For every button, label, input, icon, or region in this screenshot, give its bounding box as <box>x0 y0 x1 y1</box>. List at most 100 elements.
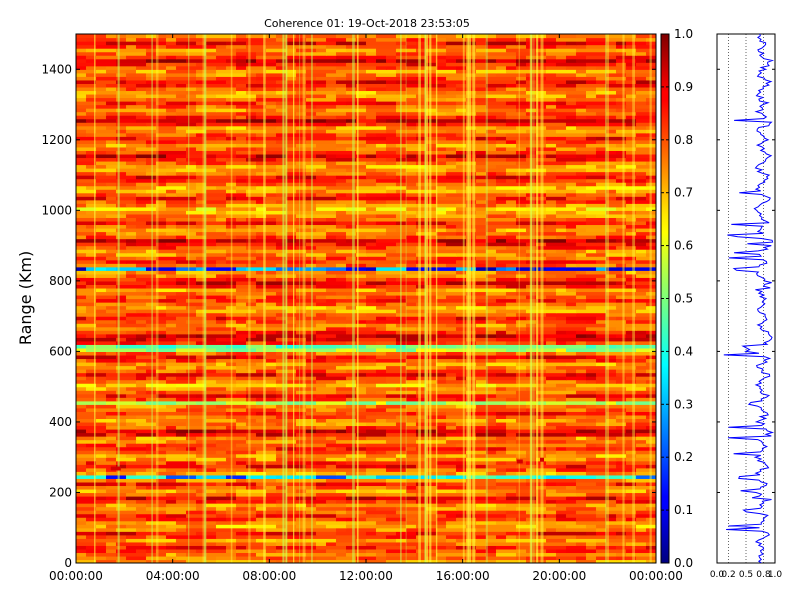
heatmap-cell <box>336 467 367 472</box>
heatmap-cell <box>186 150 207 155</box>
heatmap-cell <box>466 358 497 363</box>
heatmap-cell <box>446 51 467 56</box>
heatmap-cell <box>546 153 557 159</box>
heatmap-cell <box>246 108 277 113</box>
heatmap-cell <box>266 358 277 363</box>
heatmap-cell <box>166 242 187 247</box>
heatmap-cell <box>576 58 607 63</box>
heatmap-cell <box>246 242 277 247</box>
heatmap-cell <box>516 432 537 437</box>
heatmap-cell <box>126 34 147 39</box>
heatmap-cell <box>566 125 577 130</box>
heatmap-cell <box>106 287 137 293</box>
heatmap-cell <box>586 115 617 120</box>
heatmap-cell <box>586 379 597 384</box>
heatmap-cell <box>466 192 497 197</box>
heatmap-cell <box>76 101 107 106</box>
heatmap-cell <box>106 513 137 518</box>
heatmap-cell <box>586 439 607 444</box>
heatmap-cell <box>486 545 497 550</box>
heatmap-cell <box>296 34 307 39</box>
heatmap-cell <box>176 252 187 257</box>
heatmap-cell <box>636 210 656 215</box>
heatmap-cell <box>326 189 357 194</box>
heatmap-cell <box>436 298 457 303</box>
heatmap-cell <box>286 284 317 289</box>
heatmap-cell <box>286 495 297 501</box>
heatmap-cell <box>146 104 157 109</box>
heatmap-cell <box>86 347 117 352</box>
heatmap-cell <box>346 238 377 243</box>
heatmap-cell <box>146 376 157 381</box>
heatmap-cell <box>316 302 337 307</box>
heatmap-cell <box>96 231 107 236</box>
heatmap-cell <box>126 72 137 77</box>
heatmap-cell <box>446 171 467 176</box>
heatmap-cell <box>266 340 297 345</box>
heatmap-cell <box>586 323 607 328</box>
heatmap-cell <box>646 393 656 398</box>
heatmap-cell <box>596 407 627 412</box>
heatmap-cell <box>346 425 377 430</box>
heatmap-cell <box>556 446 567 451</box>
heatmap-cell <box>76 235 87 240</box>
heatmap-cell <box>246 189 277 194</box>
heatmap-cell <box>476 513 507 518</box>
heatmap-cell <box>326 464 337 469</box>
heatmap-stripe <box>285 34 288 563</box>
heatmap-cell <box>566 101 577 106</box>
heatmap-cell <box>436 143 467 148</box>
heatmap-cell <box>576 51 607 56</box>
heatmap-cell <box>386 143 397 148</box>
heatmap-cell <box>96 323 117 328</box>
heatmap-cell <box>606 249 637 254</box>
heatmap-cell <box>96 224 127 229</box>
heatmap-cell <box>636 146 656 151</box>
heatmap-cell <box>296 354 307 360</box>
heatmap-cell <box>326 44 347 49</box>
heatmap-cell <box>306 305 327 310</box>
heatmap-cell <box>466 199 477 204</box>
heatmap-cell <box>346 485 357 490</box>
heatmap-cell <box>216 157 227 162</box>
heatmap-cell <box>386 323 397 328</box>
heatmap-cell <box>406 55 427 60</box>
heatmap-cell <box>76 393 107 398</box>
heatmap-cell <box>476 369 507 374</box>
heatmap-cell <box>546 534 577 539</box>
heatmap-cell <box>76 379 97 384</box>
heatmap-cell <box>596 136 627 141</box>
heatmap-cell <box>256 72 287 77</box>
heatmap-cell <box>196 344 227 349</box>
heatmap-cell <box>216 340 247 345</box>
heatmap-cell <box>306 242 337 247</box>
heatmap-cell <box>286 400 317 405</box>
heatmap-cell <box>486 365 507 370</box>
heatmap-cell <box>576 309 607 314</box>
heatmap-cell <box>496 153 527 159</box>
heatmap-cell <box>246 453 277 458</box>
heatmap-cell <box>196 474 227 479</box>
heatmap-cell <box>606 41 617 46</box>
heatmap-cell <box>226 132 257 137</box>
heatmap-cell <box>436 192 447 197</box>
heatmap-cell <box>156 51 187 56</box>
heatmap-cell <box>356 287 377 293</box>
heatmap-cell <box>486 330 497 335</box>
heatmap-cell <box>576 337 607 342</box>
heatmap-cell <box>316 323 347 328</box>
heatmap-cell <box>86 340 97 345</box>
heatmap-cell <box>106 203 117 208</box>
heatmap-cell <box>516 443 537 448</box>
heatmap-cell <box>366 34 377 39</box>
heatmap-cell <box>296 495 317 501</box>
heatmap-cell <box>136 273 157 278</box>
heatmap-cell <box>336 196 357 201</box>
heatmap-cell <box>326 503 347 508</box>
heatmap-cell <box>636 55 656 60</box>
heatmap-cell <box>536 238 567 243</box>
heatmap-cell <box>546 548 557 554</box>
heatmap-cell <box>586 524 597 529</box>
heatmap-cell <box>236 453 247 458</box>
heatmap-cell <box>76 44 97 49</box>
